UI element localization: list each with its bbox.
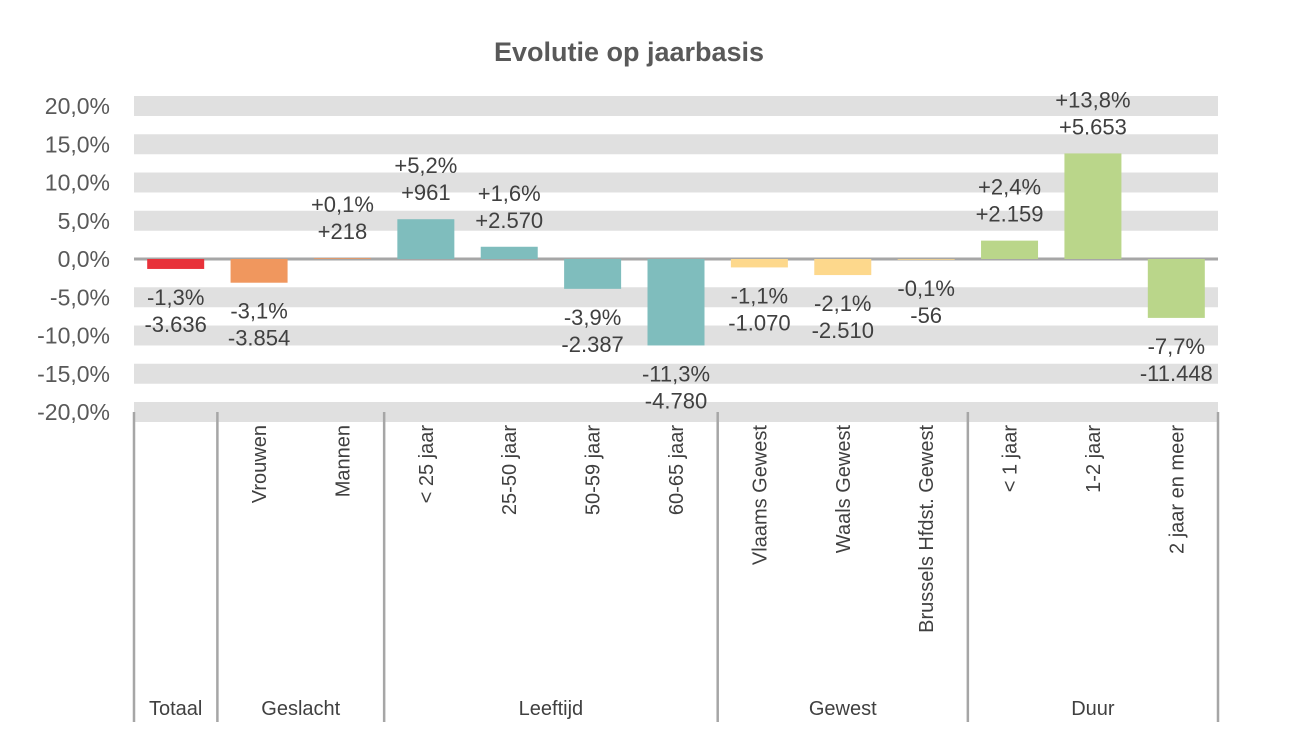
x-tick-label: Waals Gewest [833,425,855,554]
grid-band [134,134,1218,155]
bar [480,246,538,259]
data-label-abs: -56 [910,303,942,328]
bar [313,258,371,259]
x-tick-label: < 1 jaar [1000,425,1022,493]
x-tick-label: 60-65 jaar [666,425,688,515]
x-tick-label: 50-59 jaar [583,425,605,515]
bar [1147,259,1205,318]
data-label-pct: -11,3% [642,361,710,386]
bar [814,259,872,276]
data-label-abs: -1.070 [728,310,790,335]
x-tick-label: 1-2 jaar [1083,425,1105,493]
data-label-abs: -2.387 [561,332,623,357]
y-tick-label: -15,0% [37,361,110,387]
y-tick-label: -20,0% [37,399,110,425]
y-tick-label: 5,0% [58,208,110,234]
bar [230,259,288,283]
x-tick-label: 25-50 jaar [499,425,521,515]
x-tick-label: Mannen [332,425,354,497]
bar [1064,153,1122,259]
data-label-abs: -4.780 [645,388,707,413]
x-tick-label: 2 jaar en meer [1166,425,1188,554]
data-label-pct: -7,7% [1148,334,1205,359]
data-label-pct: -1,3% [147,285,204,310]
x-tick-label: < 25 jaar [416,425,438,504]
data-label-abs: +961 [401,180,451,205]
data-label-abs: -3.854 [228,326,290,351]
x-tick-label: Brussels Hfdst. Gewest [916,425,938,633]
bar [730,259,788,268]
grid-band [134,96,1218,116]
data-label-pct: +13,8% [1055,87,1130,112]
data-label-pct: +1,6% [478,181,541,206]
data-label-abs: +5.653 [1059,114,1127,139]
bar [981,240,1039,259]
chart-title: Evolutie op jaarbasis [494,37,764,67]
data-label-abs: -3.636 [144,312,206,337]
grid-band [134,363,1218,384]
data-label-pct: -3,9% [564,305,621,330]
data-label-abs: -2.510 [812,318,874,343]
grid-band [134,402,1218,422]
data-label-pct: +0,1% [311,192,374,217]
data-label-abs: +2.570 [475,208,543,233]
group-label: Totaal [149,698,202,720]
y-tick-label: -10,0% [37,323,110,349]
data-label-abs: +218 [318,219,368,244]
group-label: Gewest [809,698,877,720]
y-tick-label: -5,0% [50,284,110,310]
data-label-pct: -2,1% [814,291,871,316]
bar [897,259,955,260]
y-tick-label: 20,0% [45,93,110,119]
x-tick-label: Vlaams Gewest [749,425,771,565]
data-label-pct: -3,1% [230,299,287,324]
y-tick-label: 0,0% [58,246,110,272]
y-tick-label: 10,0% [45,170,110,196]
group-label: Geslacht [261,698,340,720]
group-label: Duur [1071,698,1115,720]
data-label-pct: +5,2% [394,153,457,178]
data-label-abs: -11.448 [1140,361,1213,386]
y-tick-label: 15,0% [45,131,110,157]
data-label-pct: -1,1% [731,283,788,308]
grid-band [134,172,1218,193]
bar [397,219,455,259]
x-tick-label: Vrouwen [249,425,271,503]
bar [147,259,205,269]
group-label: Leeftijd [519,698,584,720]
grid-band [134,210,1218,231]
bar [564,259,622,289]
data-label-pct: +2,4% [978,175,1041,200]
data-label-pct: -0,1% [897,276,954,301]
data-label-abs: +2.159 [976,202,1044,227]
bar [647,259,705,346]
